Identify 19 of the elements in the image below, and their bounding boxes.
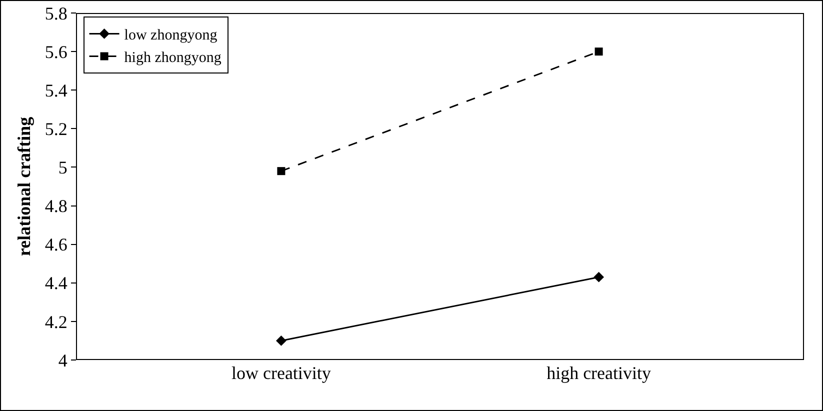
x-tick-label: low creativity — [231, 363, 331, 383]
legend-label: high zhongyong — [124, 50, 222, 66]
point — [594, 48, 603, 56]
y-tick-label: 5.8 — [44, 3, 68, 24]
point — [276, 336, 286, 346]
point — [594, 272, 604, 282]
y-tick-label: 5.6 — [44, 42, 68, 62]
y-tick-label: 5 — [58, 158, 68, 178]
y-tick-label: 5.2 — [44, 118, 68, 139]
y-tick-label: 5.4 — [44, 80, 68, 100]
y-tick-label: 4.2 — [44, 312, 68, 332]
legend-label: low zhongyong — [124, 28, 218, 44]
y-tick-label: 4.6 — [44, 234, 68, 255]
point — [277, 167, 286, 176]
y-tick-label: 4.4 — [44, 273, 68, 294]
y-tick-label: 4.8 — [44, 196, 68, 216]
y-axis-title: relational crafting — [14, 116, 34, 256]
x-tick-label: high creativity — [546, 363, 652, 383]
y-tick-label: 4 — [58, 350, 68, 370]
